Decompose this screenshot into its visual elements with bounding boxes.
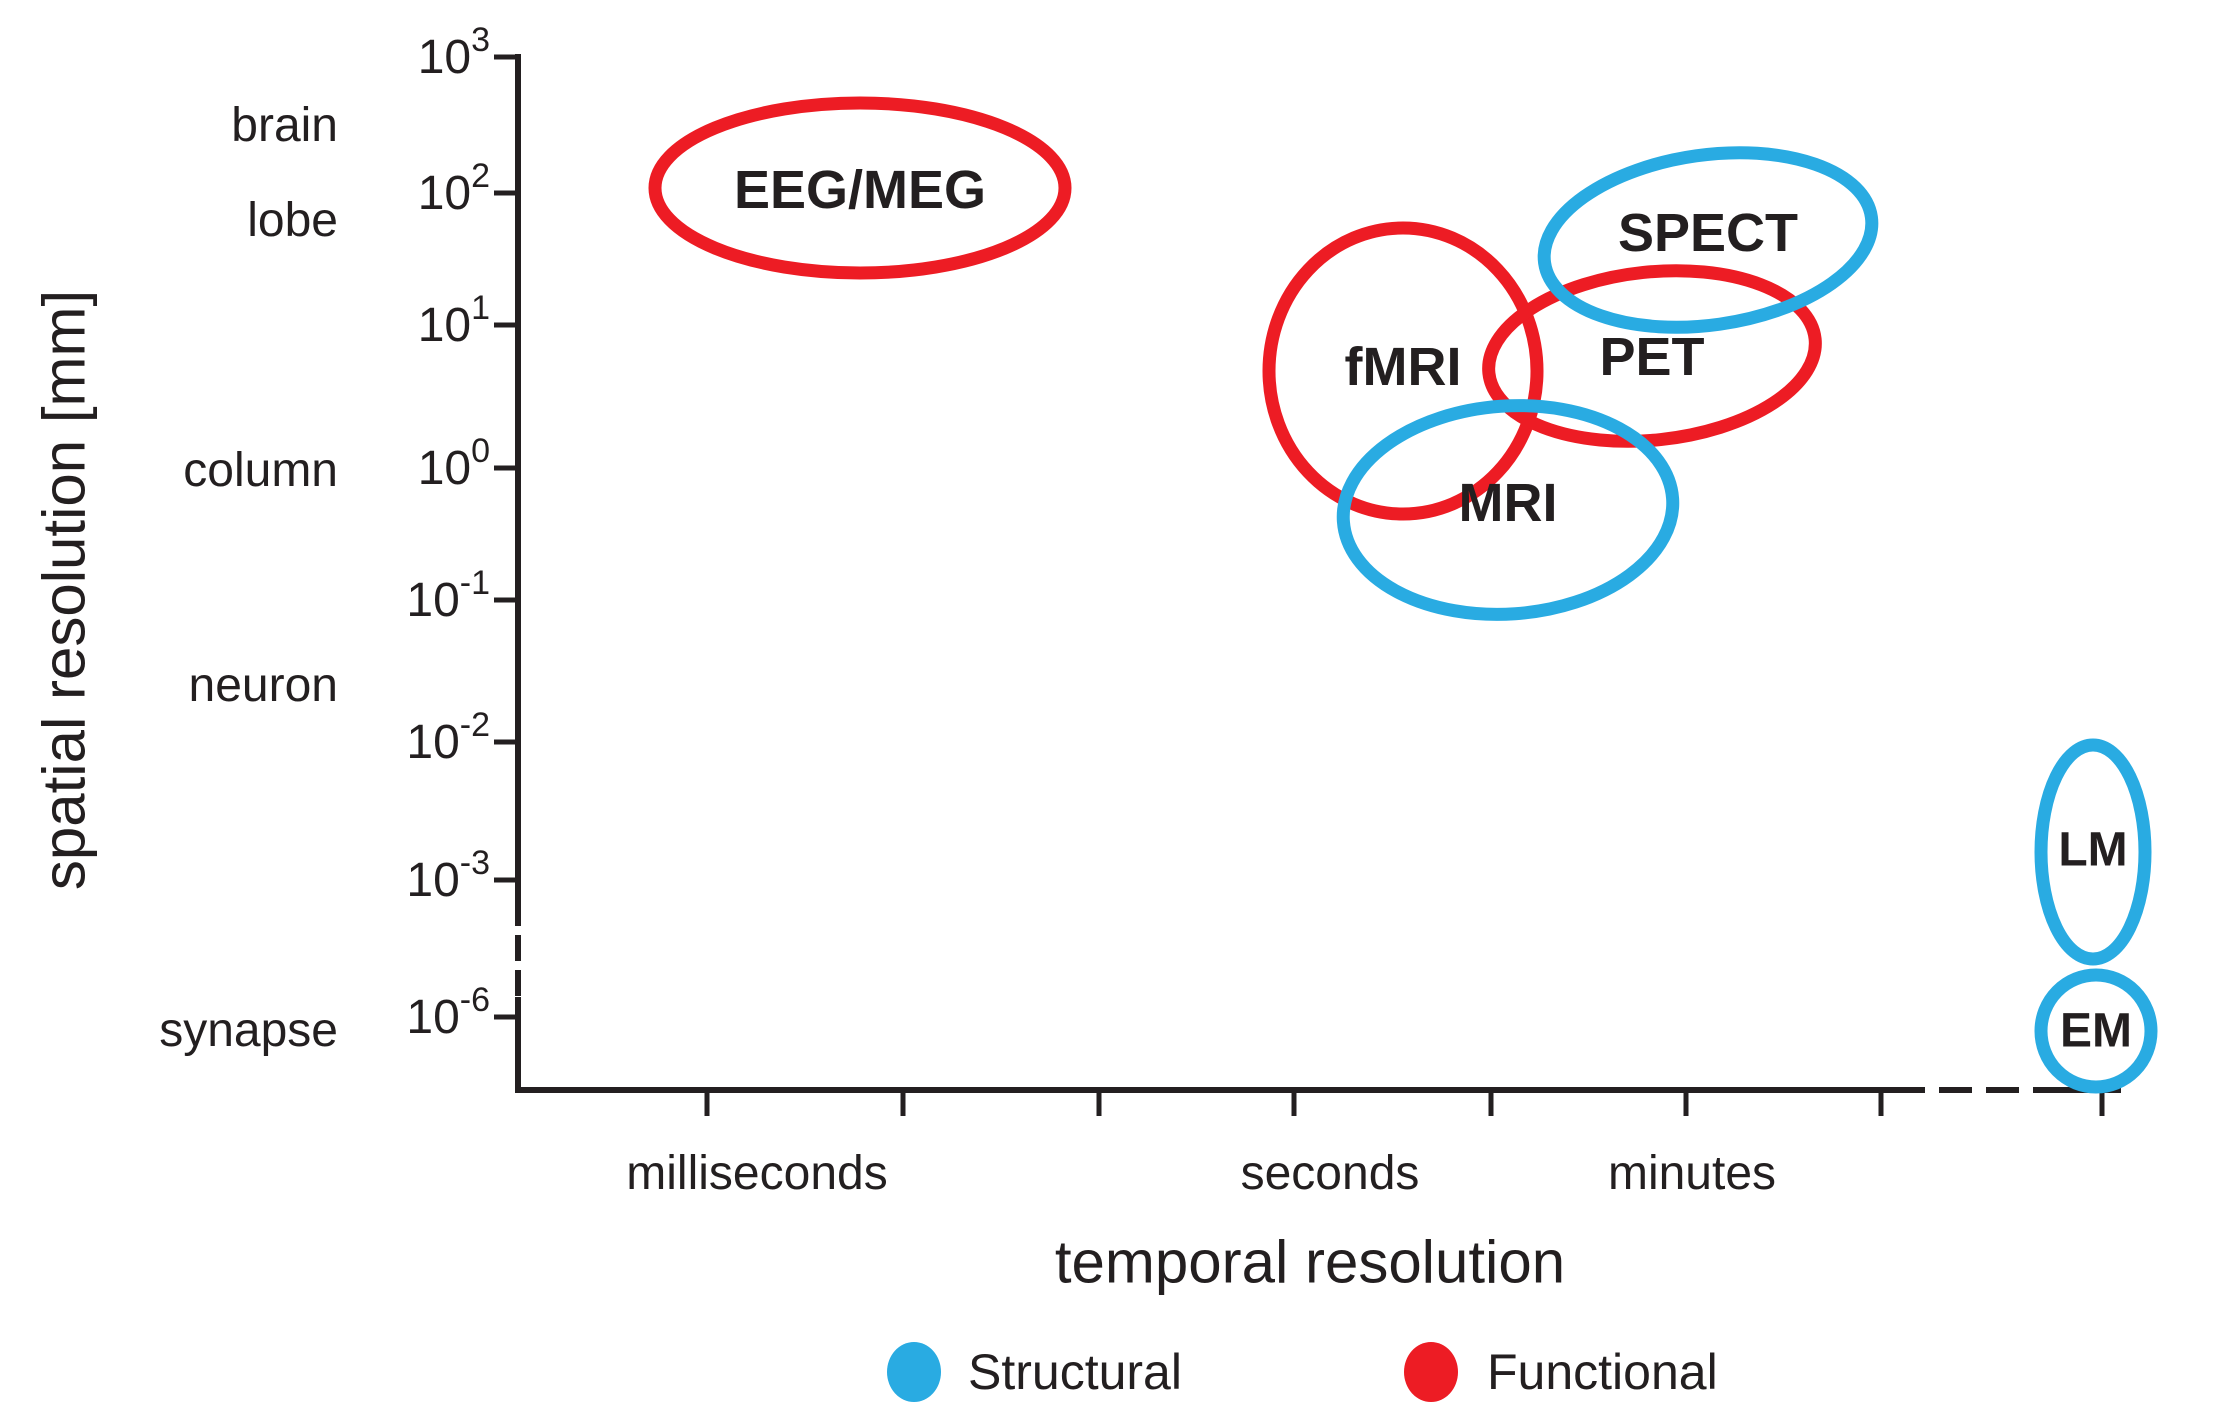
ticks <box>494 54 2105 1116</box>
label-eeg-meg: EEG/MEG <box>734 160 986 220</box>
y-tick-label-10e3: 103 <box>418 21 490 84</box>
legend-label-functional: Functional <box>1487 1344 1718 1400</box>
modality-labels: EEG/MEG fMRI PET SPECT MRI LM EM <box>734 160 2132 1058</box>
axis-titles: temporal resolution spatial resolution [m… <box>31 290 1566 1296</box>
x-axis-title: temporal resolution <box>1055 1229 1565 1296</box>
y-tick-label-10e0: 100 <box>418 432 490 495</box>
y-category-labels: brain lobe column neuron synapse <box>159 99 338 1057</box>
y-category-brain: brain <box>231 99 338 152</box>
ellipse-fmri <box>1262 221 1544 521</box>
ellipse-lm <box>2034 738 2152 966</box>
x-label-milliseconds: milliseconds <box>626 1147 887 1200</box>
label-lm: LM <box>2058 824 2127 877</box>
ellipse-pet <box>1482 264 1822 448</box>
label-fmri: fMRI <box>1345 337 1462 397</box>
y-axis-title: spatial resolution [mm] <box>31 290 98 890</box>
label-pet: PET <box>1599 327 1704 387</box>
y-category-column: column <box>183 444 338 497</box>
label-spect: SPECT <box>1618 203 1798 263</box>
legend: Structural Functional <box>887 1342 1718 1402</box>
x-tick-labels: milliseconds seconds minutes <box>626 1147 1776 1200</box>
y-tick-label-10e-6: 10-6 <box>406 981 490 1044</box>
legend-dot-structural <box>887 1342 941 1402</box>
legend-dot-functional <box>1404 1342 1458 1402</box>
ellipse-spect <box>1537 146 1879 334</box>
modality-ellipses <box>648 96 2158 1094</box>
x-label-minutes: minutes <box>1608 1147 1776 1200</box>
ellipse-mri <box>1336 399 1680 621</box>
y-category-synapse: synapse <box>159 1004 338 1057</box>
y-tick-labels: 103 102 101 100 10-1 10-2 10-3 10-6 <box>406 21 490 1044</box>
ellipse-em <box>2034 968 2158 1094</box>
y-category-lobe: lobe <box>247 194 338 247</box>
y-tick-label-10e-2: 10-2 <box>406 706 490 769</box>
y-tick-label-10e2: 102 <box>418 157 490 220</box>
y-tick-label-10e-1: 10-1 <box>406 564 490 627</box>
ellipse-eeg-meg <box>648 96 1072 280</box>
y-tick-label-10e1: 101 <box>418 289 490 352</box>
y-tick-label-10e-3: 10-3 <box>406 844 490 907</box>
label-em: EM <box>2060 1005 2132 1058</box>
label-mri: MRI <box>1459 473 1558 533</box>
legend-label-structural: Structural <box>968 1344 1182 1400</box>
x-label-seconds: seconds <box>1241 1147 1420 1200</box>
y-category-neuron: neuron <box>189 659 338 712</box>
